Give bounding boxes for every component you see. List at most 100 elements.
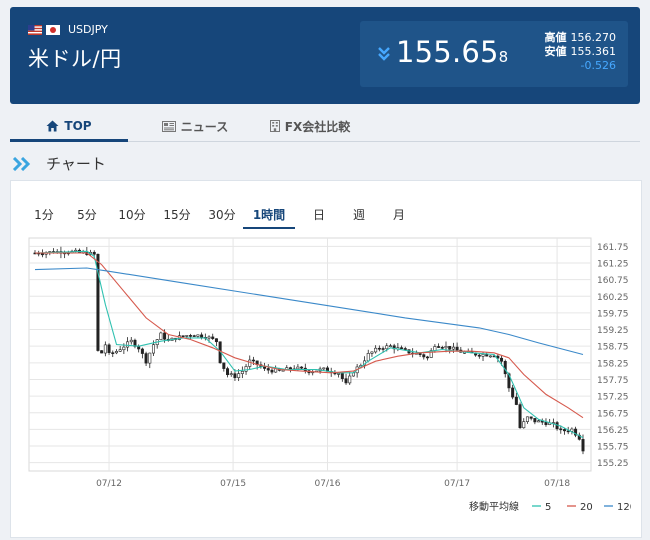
candle-body xyxy=(522,421,526,429)
candle-body xyxy=(240,371,244,374)
nav-fx-compare-label: FX会社比較 xyxy=(284,119,351,134)
candle-body xyxy=(114,351,118,354)
candle-body xyxy=(381,348,385,350)
candle-body xyxy=(107,344,111,353)
candle-body xyxy=(400,347,404,349)
candle-body xyxy=(163,332,167,340)
pair-line: USDJPY xyxy=(28,23,108,36)
tab-1min[interactable]: 1分 xyxy=(34,207,54,222)
pair-code: USDJPY xyxy=(68,23,108,36)
candle-body xyxy=(374,347,378,353)
candle-body xyxy=(196,334,200,337)
candle-body xyxy=(237,373,241,378)
x-tick-label: 07/17 xyxy=(444,479,470,489)
candle-body xyxy=(118,349,122,352)
candle-body xyxy=(189,335,193,337)
candle-body xyxy=(103,344,107,354)
plot-frame xyxy=(28,237,592,472)
down-double-chevron-icon xyxy=(378,47,390,62)
tab-5min[interactable]: 5分 xyxy=(77,207,97,222)
price-last-digit: 8 xyxy=(498,48,509,66)
candle-body xyxy=(266,368,270,371)
price-main-digits: 155.65 xyxy=(396,35,499,69)
candle-body xyxy=(425,356,429,359)
candle-body xyxy=(444,346,448,349)
tab-10min[interactable]: 10分 xyxy=(118,207,146,222)
candle-body xyxy=(340,373,344,379)
candle-body xyxy=(477,354,481,357)
section-title-label: チャート xyxy=(46,155,106,173)
candle-body xyxy=(111,352,115,354)
candle-body xyxy=(100,350,104,354)
y-tick-label: 161.25 xyxy=(597,259,629,269)
current-price: 155.658 xyxy=(396,35,508,69)
x-tick-label: 07/16 xyxy=(315,479,341,489)
candle-body xyxy=(270,369,274,373)
japan-flag-icon xyxy=(46,24,60,35)
candle-body xyxy=(481,354,485,357)
candle-body xyxy=(137,346,141,350)
nav-fx-compare[interactable]: FX会社比較 xyxy=(255,113,365,139)
price-chart[interactable]: 155.25 155.75 156.25 156.75 157.25 157.75 158.… xyxy=(21,231,631,531)
nav-news-label: ニュース xyxy=(180,119,229,134)
candle-body xyxy=(570,428,574,432)
candle-body xyxy=(222,362,226,369)
candle-body xyxy=(126,341,130,348)
tab-month[interactable]: 月 xyxy=(392,207,405,222)
chart-panel: 1分 5分 10分 15分 30分 1時間 日 週 月 155.25 155.75… xyxy=(10,180,642,538)
candle-body xyxy=(211,336,215,339)
candle-body xyxy=(148,352,152,364)
nav-top[interactable]: TOP xyxy=(10,113,128,142)
y-tick-label: 156.75 xyxy=(597,409,629,419)
y-tick-label: 160.75 xyxy=(597,276,629,286)
candle-body xyxy=(151,344,155,354)
ma-line-120 xyxy=(34,267,584,356)
high-low-block: 高値 156.270 安値 155.361 -0.526 xyxy=(545,31,617,73)
candle-body xyxy=(322,367,326,370)
tab-1hour[interactable]: 1時間 xyxy=(243,201,295,229)
y-tick-label: 155.25 xyxy=(597,459,629,469)
tab-week[interactable]: 週 xyxy=(352,207,365,222)
candle-body xyxy=(251,359,255,362)
legend-item-5: 5 xyxy=(545,502,551,513)
tab-15min[interactable]: 15分 xyxy=(163,207,191,222)
nav-news[interactable]: ニュース xyxy=(140,113,250,139)
candle-body xyxy=(455,346,459,351)
candle-body xyxy=(159,332,163,340)
candle-body xyxy=(488,355,492,358)
candle-body xyxy=(144,353,148,364)
low-label: 安値 xyxy=(544,45,567,58)
main-nav: TOP ニュース FX会社比較 xyxy=(10,113,640,142)
tab-day[interactable]: 日 xyxy=(312,207,325,222)
candle-body xyxy=(244,366,248,372)
double-chevron-icon xyxy=(12,156,31,171)
change-value: -0.526 xyxy=(580,59,616,72)
candle-body xyxy=(192,335,196,337)
y-tick-label: 158.25 xyxy=(597,359,629,369)
tab-30min[interactable]: 30分 xyxy=(208,207,236,222)
candle-body xyxy=(229,373,233,376)
candle-body xyxy=(296,366,300,370)
candle-body xyxy=(366,353,370,362)
candle-body xyxy=(403,348,407,350)
y-tick-label: 159.75 xyxy=(597,309,629,319)
nav-top-label: TOP xyxy=(64,119,92,133)
us-flag-icon xyxy=(28,24,42,35)
y-tick-label: 160.25 xyxy=(597,293,629,303)
candle-body xyxy=(40,253,44,256)
candle-body xyxy=(377,347,381,350)
candle-body xyxy=(388,345,392,348)
newspaper-icon xyxy=(161,120,176,132)
candle-body xyxy=(485,354,489,357)
candle-body xyxy=(533,418,537,423)
ma-line-20 xyxy=(35,252,584,419)
candle-body xyxy=(451,346,455,350)
candle-body xyxy=(214,338,218,343)
pair-name: 米ドル/円 xyxy=(28,47,122,71)
candle-body xyxy=(562,429,566,432)
y-tick-label: 158.75 xyxy=(597,343,629,353)
section-title: チャート xyxy=(12,153,106,174)
candle-body xyxy=(300,366,304,369)
x-tick-label: 07/15 xyxy=(220,479,246,489)
candle-body xyxy=(92,251,96,255)
